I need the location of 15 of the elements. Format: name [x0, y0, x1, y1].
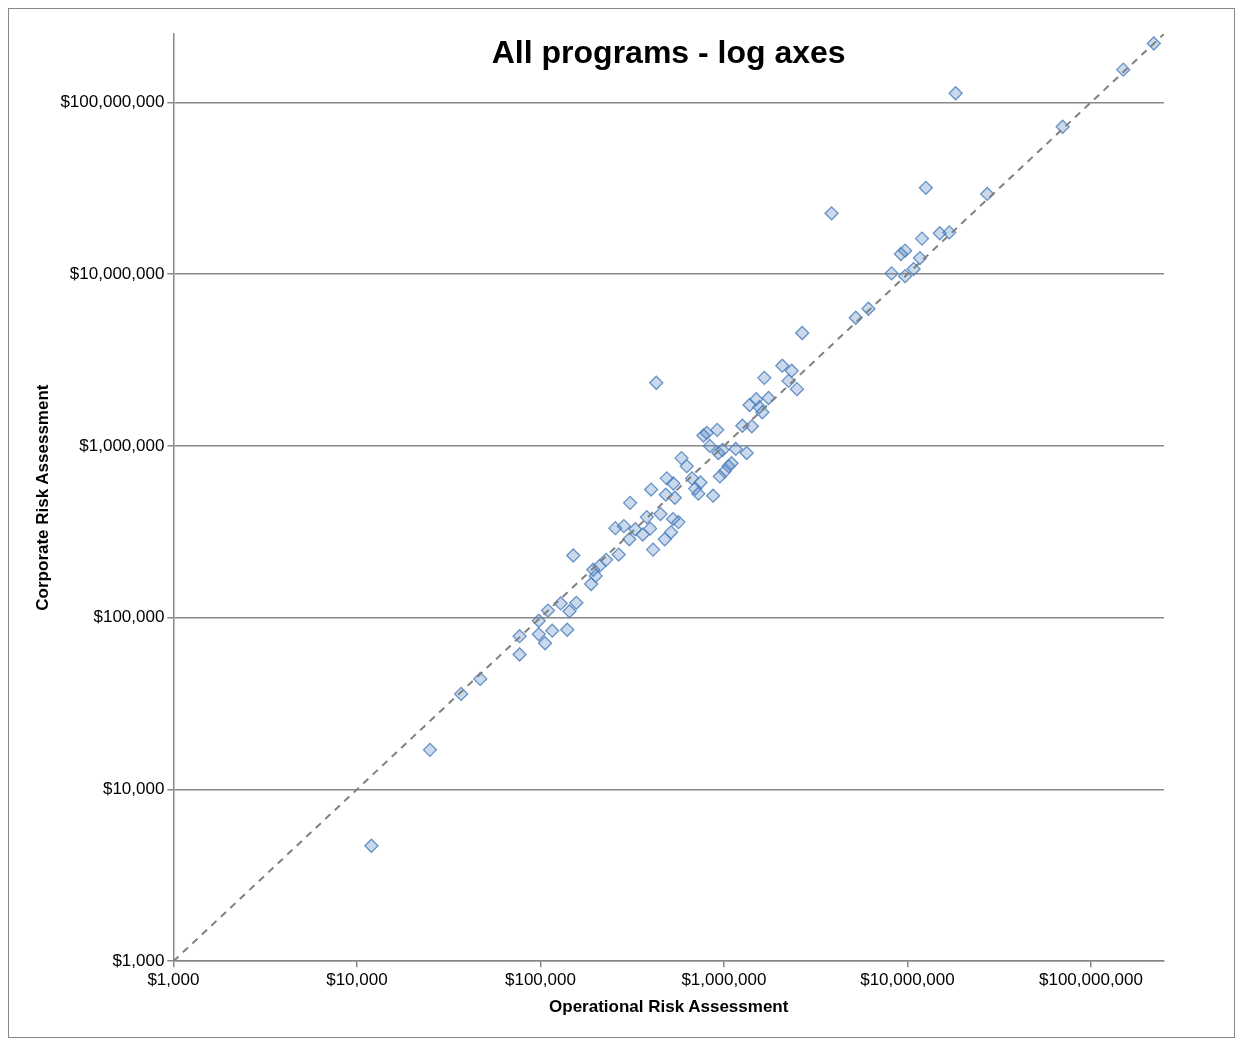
chart-title: All programs - log axes: [491, 33, 846, 70]
y-tick-label: $10,000: [102, 779, 165, 799]
x-axis-title: Operational Risk Assessment: [549, 997, 789, 1017]
x-tick-label: $10,000,000: [860, 970, 955, 990]
x-tick-label: $100,000,000: [1038, 970, 1143, 990]
y-tick-label: $1,000: [112, 950, 165, 970]
x-tick-label: $10,000: [326, 970, 388, 990]
x-tick-label: $100,000: [504, 970, 576, 990]
y-tick-label: $1,000,000: [79, 435, 165, 455]
y-tick-label: $10,000,000: [69, 263, 165, 283]
y-tick-label: $100,000,000: [60, 92, 165, 112]
x-tick-label: $1,000,000: [681, 970, 767, 990]
y-axis-title: Corporate Risk Assessment: [32, 384, 52, 611]
y-tick-label: $100,000: [93, 607, 165, 627]
x-tick-label: $1,000: [147, 970, 200, 990]
